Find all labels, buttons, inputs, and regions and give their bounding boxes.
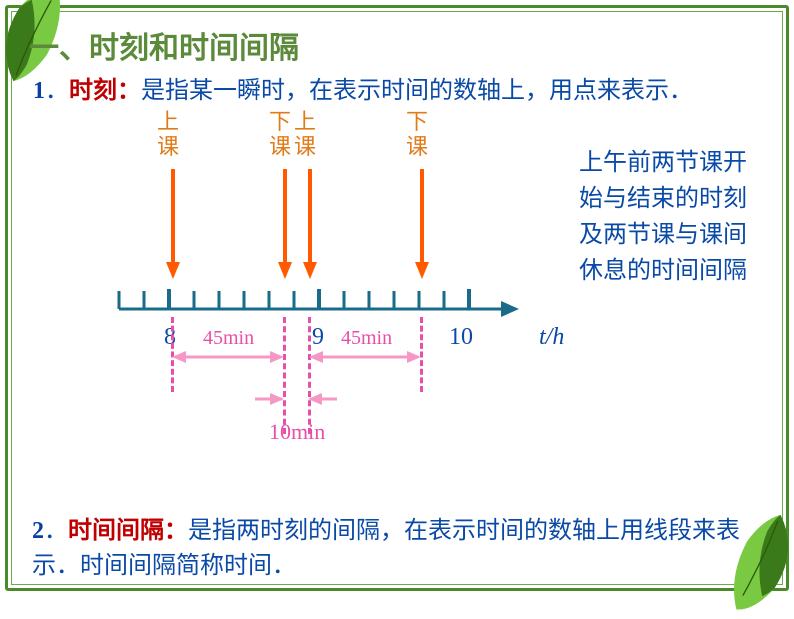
point-1-text: 是指某一瞬时，在表示时间的数轴上，用点来表示． bbox=[141, 78, 693, 104]
section-title: 一、时刻和时间间隔 bbox=[29, 23, 765, 67]
interval-label-3: 10min bbox=[269, 419, 325, 445]
interval-arrow-3 bbox=[247, 391, 347, 407]
axis-label-9: 9 bbox=[312, 324, 324, 351]
axis-label-10: 10 bbox=[449, 324, 473, 351]
title-text: 时刻和时间间隔 bbox=[89, 32, 299, 65]
event-label-1: 上课 bbox=[157, 109, 179, 160]
slide-content: 一、时刻和时间间隔 1．时刻：是指某一瞬时，在表示时间的数轴上，用点来表示． 上… bbox=[15, 15, 779, 581]
event-label-4: 下课 bbox=[406, 109, 428, 160]
axis-label-8: 8 bbox=[164, 324, 176, 351]
event-label-3: 上课 bbox=[294, 109, 316, 160]
event-arrow-2 bbox=[277, 169, 293, 279]
event-arrow-1 bbox=[165, 169, 181, 279]
timeline-diagram: 上午前两节课开始与结束的时刻及两节课与课间休息的时间间隔 上课 下课 上课 下课 bbox=[29, 109, 765, 439]
point-1-keyword: 时刻： bbox=[69, 78, 141, 104]
dash-2 bbox=[283, 317, 286, 434]
point-1: 1．时刻：是指某一瞬时，在表示时间的数轴上，用点来表示． bbox=[33, 75, 765, 109]
title-prefix: 一、 bbox=[29, 32, 89, 65]
event-label-2: 下课 bbox=[269, 109, 291, 160]
point-1-num: 1 bbox=[33, 78, 45, 104]
interval-label-2: 45min bbox=[341, 327, 392, 350]
interval-label-1: 45min bbox=[203, 327, 254, 350]
interval-arrow-1 bbox=[172, 349, 284, 365]
axis-label-th: t/h bbox=[539, 324, 564, 351]
dash-3 bbox=[308, 317, 311, 434]
event-arrow-3 bbox=[302, 169, 318, 279]
event-arrow-4 bbox=[414, 169, 430, 279]
interval-arrow-2 bbox=[309, 349, 421, 365]
right-note: 上午前两节课开始与结束的时刻及两节课与课间休息的时间间隔 bbox=[579, 145, 759, 289]
